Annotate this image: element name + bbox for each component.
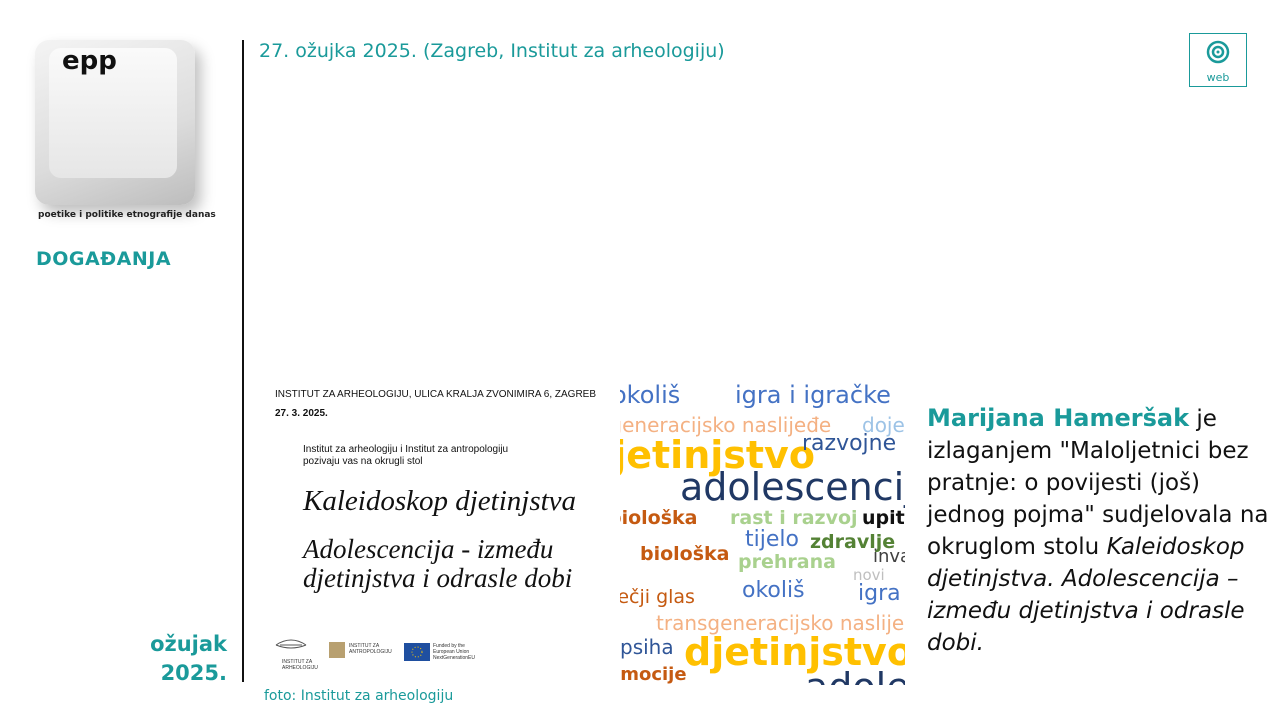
logo-eu	[404, 643, 430, 661]
cloud-word: rast i razvoj	[730, 507, 858, 529]
logo-label: INSTITUT ZA ARHEOLOGIJU	[282, 659, 318, 671]
poster-subtitle: Adolescencija - između djetinjstva i odr…	[303, 534, 573, 593]
date-label: ožujak 2025.	[150, 630, 227, 688]
cloud-word: okoliš	[620, 381, 680, 409]
cloud-word: novi	[853, 566, 885, 584]
cloud-word: biološka	[620, 507, 698, 529]
cloud-word: adolescencija	[805, 665, 905, 685]
cloud-word: zdravlje	[810, 531, 895, 553]
cloud-word: okoliš	[742, 578, 805, 603]
cloud-word: djetinjstvo	[684, 630, 905, 674]
cloud-word: transgeneracijsko naslijeđe	[656, 611, 905, 635]
poster-title: Kaleidoskop djetinjstva	[303, 485, 577, 517]
cloud-word: igra	[858, 581, 901, 606]
photo-caption: foto: Institut za arheologiju	[264, 688, 454, 704]
header-title: 27. ožujka 2025. (Zagreb, Institut za ar…	[259, 40, 725, 62]
description: Marijana Hameršak je izlaganjem "Malolje…	[927, 402, 1272, 659]
event-title: Kaleidoskop djetinjstva. Adolescencija –…	[927, 534, 1245, 656]
speaker-name: Marijana Hameršak	[927, 404, 1190, 432]
cloud-word: upitnik	[862, 507, 905, 529]
cloud-word: adolescencija	[680, 465, 905, 509]
month: ožujak	[150, 632, 227, 656]
logo-arch	[275, 639, 307, 649]
cloud-word: invaliditet	[873, 546, 905, 567]
divider	[242, 40, 244, 682]
cloud-word: transgeneracijsko naslijeđe	[620, 413, 831, 437]
poster-invitation: Institut za arheologiju i Institut za an…	[303, 444, 509, 467]
logo-text: epp	[62, 46, 117, 76]
logo-label: INSTITUT ZA ANTROPOLOGIJU	[349, 643, 392, 655]
section-title: DOGAĐANJA	[36, 248, 172, 270]
cloud-word: razvojne	[802, 431, 896, 456]
cloud-word: biološka	[640, 543, 730, 565]
cloud-word: psiha	[620, 635, 674, 659]
cloud-word: igra i igračke	[735, 381, 891, 409]
description-text: je izlaganjem "Maloljetnici bez pratnje:…	[927, 406, 1269, 560]
cloud-word: tijelo	[745, 527, 799, 552]
web-label: web	[1206, 71, 1230, 84]
key-cap	[35, 40, 195, 205]
cloud-word: prehrana	[738, 551, 836, 573]
cloud-word: emocije	[620, 664, 687, 685]
web-icon	[1206, 40, 1230, 64]
cloud-word: dojenje	[862, 413, 905, 437]
cloud-word: djetinjstvo	[620, 433, 815, 477]
poster-date: 27. 3. 2025.	[275, 408, 328, 419]
poster: INSTITUT ZA ARHEOLOGIJU, ULICA KRALJA ZV…	[262, 375, 618, 687]
poster-address: INSTITUT ZA ARHEOLOGIJU, ULICA KRALJA ZV…	[275, 389, 597, 400]
tagline: poetike i politike etnografije danas	[38, 210, 216, 220]
logo-antro	[329, 642, 345, 658]
word-cloud: okoliš igra i igračke transgeneracijsko na…	[620, 381, 905, 685]
year: 2025.	[160, 661, 227, 685]
key-top	[49, 48, 177, 178]
web-link[interactable]: web	[1189, 33, 1247, 87]
cloud-word: dječji glas	[620, 586, 695, 608]
logo-label: Funded by the European Union NextGenerat…	[433, 643, 475, 661]
